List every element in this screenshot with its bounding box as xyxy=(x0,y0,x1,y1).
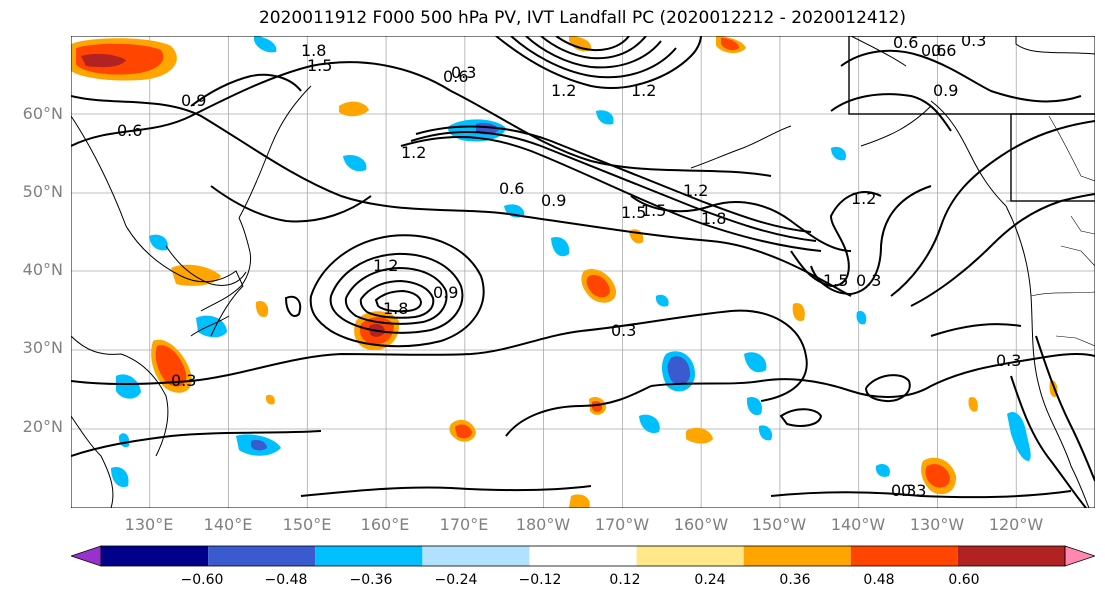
colorbar-segment xyxy=(101,546,209,566)
contour-label: 1.2 xyxy=(401,143,426,162)
colorbar-tick: −0.24 xyxy=(434,572,478,588)
lat-label: 20°N xyxy=(22,417,63,436)
lon-label: 130°W xyxy=(909,515,965,534)
contour-label: 0.9 xyxy=(181,91,206,110)
contour-label: 1.5 xyxy=(641,201,666,220)
contour-label: 1.2 xyxy=(631,81,656,100)
contour-label: 0.6 xyxy=(499,179,524,198)
contour-label: 0.9 xyxy=(933,81,958,100)
lon-label: 160°W xyxy=(673,515,729,534)
lon-label: 130°E xyxy=(124,515,174,534)
colorbar-segment xyxy=(208,546,316,566)
colorbar-segment xyxy=(315,546,423,566)
contour-label: 1.5 xyxy=(823,271,848,290)
colorbar-segment xyxy=(529,546,637,566)
colorbar-outline xyxy=(100,545,1066,567)
target-box xyxy=(848,36,1095,115)
contour-label: 1.8 xyxy=(701,209,726,228)
contour-label: 0.6 xyxy=(931,41,956,60)
colorbar-tick: 0.12 xyxy=(609,572,641,588)
colorbar-extend-high xyxy=(1064,545,1095,567)
contour-label: 0.3 xyxy=(856,271,881,290)
lat-label: 60°N xyxy=(22,104,63,123)
colorbar-tick: −0.60 xyxy=(180,572,224,588)
contour-label: 1.8 xyxy=(301,41,326,60)
lon-label: 180°W xyxy=(515,515,571,534)
lon-label: 120°W xyxy=(988,515,1044,534)
contour-label-group: 1.81.50.60.90.61.20.60.91.5 1.81.20.31.21… xyxy=(117,36,1021,500)
colorbar-segment xyxy=(850,546,958,566)
lon-label: 140°W xyxy=(830,515,886,534)
lon-label: 170°W xyxy=(594,515,650,534)
colorbar-tick: −0.48 xyxy=(264,572,308,588)
colorbar-segment xyxy=(422,546,530,566)
colorbar xyxy=(71,545,1095,567)
contour-label: 0.3 xyxy=(961,36,986,50)
contour-label: 1.2 xyxy=(551,81,576,100)
colorbar-tick: 0.48 xyxy=(863,572,895,588)
contour-label: 0.6 xyxy=(443,67,468,86)
contour-label: 1.2 xyxy=(373,256,398,275)
chart-title: 2020011912 F000 500 hPa PV, IVT Landfall… xyxy=(258,8,906,28)
contour-label: 0.3 xyxy=(996,351,1021,370)
colorbar-extend-low xyxy=(71,545,102,567)
coastlines xyxy=(71,36,1095,508)
contour-label: 0.3 xyxy=(611,321,636,340)
contour-label: 0.3 xyxy=(891,481,916,500)
colorbar-tick: 0.36 xyxy=(779,572,811,588)
contour-label: 0.6 xyxy=(921,41,946,60)
contour-label: 0.6 xyxy=(117,121,142,140)
lat-label: 50°N xyxy=(22,182,63,201)
colorbar-tick: 0.60 xyxy=(948,572,980,588)
colorbar-tick: 0.24 xyxy=(694,572,726,588)
lat-label: 30°N xyxy=(22,338,63,357)
lon-label: 140°E xyxy=(203,515,253,534)
contour-label: 0.6 xyxy=(893,36,918,52)
contour-label: 0.9 xyxy=(541,191,566,210)
contour-label: 0.9 xyxy=(433,283,458,302)
contour-label: 1.5 xyxy=(621,203,646,222)
contour-label: 0.3 xyxy=(171,371,196,390)
colorbar-segment xyxy=(743,546,851,566)
lon-label: 160°E xyxy=(360,515,410,534)
lon-label: 170°E xyxy=(439,515,489,534)
colorbar-segment xyxy=(957,546,1065,566)
colorbar-segment xyxy=(636,546,744,566)
contour-label: 1.2 xyxy=(851,189,876,208)
lon-label: 150°E xyxy=(282,515,332,534)
map-panel: 1.81.50.60.90.61.20.60.91.5 1.81.20.31.21… xyxy=(71,36,1095,508)
target-box-2 xyxy=(1010,113,1095,202)
contour-label: 1.8 xyxy=(383,299,408,318)
colorbar-tick: −0.12 xyxy=(518,572,562,588)
contour-label: 1.2 xyxy=(683,181,708,200)
colorbar-tick: −0.36 xyxy=(349,572,393,588)
pv-contours xyxy=(71,36,1095,508)
contour-label: 0.3 xyxy=(901,481,926,500)
contour-label: 1.5 xyxy=(307,56,332,75)
lon-label: 150°W xyxy=(751,515,807,534)
contour-label: 0.3 xyxy=(451,63,476,82)
lat-label: 40°N xyxy=(22,260,63,279)
